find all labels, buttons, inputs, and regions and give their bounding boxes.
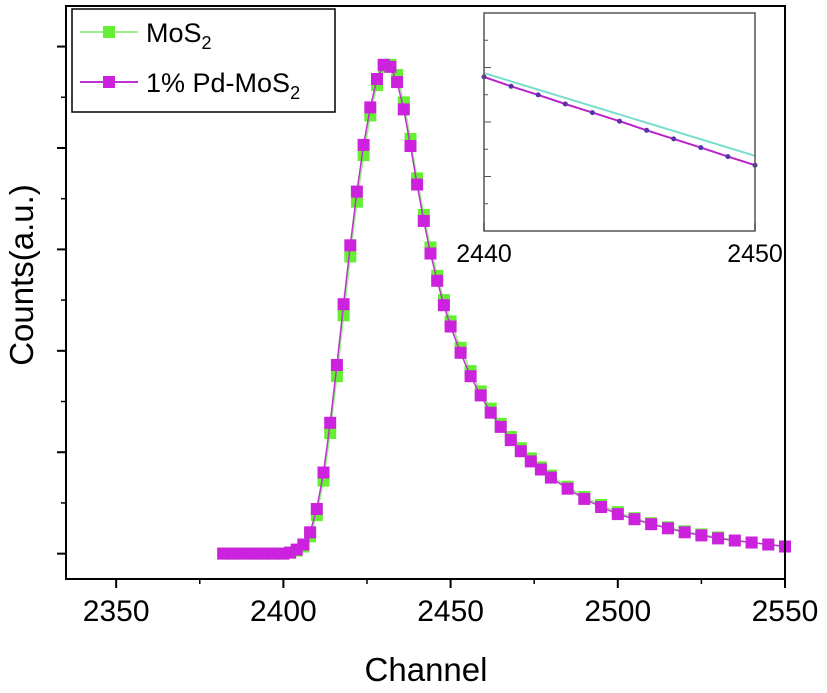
inset-series-layer [481,72,758,168]
inset-point-pd-mos2 [725,154,731,160]
inset-line-mos2 [483,72,756,157]
data-point-pd-mos2 [611,508,624,521]
data-point-pd-mos2 [678,526,691,539]
inset-point-pd-mos2 [698,145,704,151]
inset-point-pd-mos2 [508,83,514,89]
data-point-mos2 [330,370,343,383]
data-point-pd-mos2 [728,534,741,547]
data-point-pd-mos2 [645,518,658,531]
data-point-pd-mos2 [437,299,450,312]
data-point-pd-mos2 [411,178,424,191]
data-point-pd-mos2 [578,492,591,505]
data-point-pd-mos2 [628,513,641,526]
data-point-mos2 [350,195,363,208]
x-tick-label: 2450 [417,595,484,628]
data-point-pd-mos2 [662,522,674,535]
data-point-mos2 [310,509,323,522]
data-point-mos2 [344,250,357,263]
data-point-pd-mos2 [561,482,574,495]
legend-label-mos2: MoS2 [146,18,212,53]
data-point-pd-mos2 [695,529,708,542]
data-point-pd-mos2 [431,274,444,287]
inset-axis-ticks: 2440 2450 [456,39,783,268]
data-point-pd-mos2 [474,389,487,402]
x-tick-label: 2400 [250,595,317,628]
legend: MoS2 1% Pd-MoS2 [71,8,336,113]
data-point-pd-mos2 [304,526,317,539]
main-axis-ticks: 2350 2400 2450 2500 2550 [57,45,819,628]
inset-x-tick-label: 2440 [456,240,512,268]
legend-marker-mos2 [103,26,115,38]
data-point-pd-mos2 [357,138,370,151]
data-point-pd-mos2 [237,547,250,560]
inset-point-pd-mos2 [644,127,650,133]
data-point-pd-mos2 [464,370,477,383]
data-point-pd-mos2 [391,76,404,89]
x-tick-label: 2550 [752,595,819,628]
data-point-pd-mos2 [247,547,260,560]
data-point-pd-mos2 [317,466,330,479]
data-point-pd-mos2 [534,463,547,476]
data-point-pd-mos2 [494,420,507,433]
data-point-pd-mos2 [330,359,343,371]
legend-label-pd-mos2: 1% Pd-MoS2 [146,68,300,103]
data-point-mos2 [357,149,370,162]
data-point-pd-mos2 [310,503,323,515]
series-layer [217,58,791,560]
legend-marker-pd-mos2 [103,76,115,88]
data-point-pd-mos2 [337,298,350,311]
data-point-pd-mos2 [404,140,417,152]
data-point-pd-mos2 [344,239,357,252]
data-point-pd-mos2 [484,406,497,419]
data-point-mos2 [337,309,350,322]
data-point-pd-mos2 [371,73,383,85]
data-point-pd-mos2 [227,547,240,560]
inset-point-pd-mos2 [562,101,568,107]
data-point-pd-mos2 [514,445,527,458]
data-point-pd-mos2 [397,103,410,116]
data-point-pd-mos2 [745,536,758,549]
data-point-pd-mos2 [424,247,437,260]
inset-point-pd-mos2 [617,118,622,124]
data-point-mos2 [324,427,337,439]
data-point-pd-mos2 [364,101,377,114]
data-point-pd-mos2 [297,538,310,551]
data-point-pd-mos2 [762,538,775,551]
inset-point-pd-mos2 [589,110,595,116]
x-tick-label: 2350 [83,595,150,628]
x-axis-title: Channel [365,651,488,688]
data-point-pd-mos2 [324,416,337,429]
inset-point-pd-mos2 [671,136,677,142]
plot-frame [65,5,786,580]
inset-x-tick-label: 2450 [727,240,783,268]
data-point-pd-mos2 [524,455,537,468]
inset-point-pd-mos2 [535,92,541,98]
data-point-pd-mos2 [384,60,397,73]
inset-plot: 2440 2450 [456,12,783,268]
data-point-pd-mos2 [257,547,270,560]
data-point-pd-mos2 [454,346,467,359]
data-point-pd-mos2 [712,532,725,545]
data-point-pd-mos2 [217,547,230,560]
data-point-pd-mos2 [417,215,430,227]
data-point-pd-mos2 [444,320,457,333]
data-point-pd-mos2 [595,501,608,513]
series-pd-mos2 [217,58,791,560]
data-point-pd-mos2 [350,185,363,198]
y-axis-title: Counts(a.u.) [3,184,40,366]
data-point-pd-mos2 [267,547,280,560]
data-point-pd-mos2 [544,471,557,484]
legend-box [71,8,336,113]
data-point-pd-mos2 [504,434,517,447]
x-tick-label: 2500 [584,595,651,628]
